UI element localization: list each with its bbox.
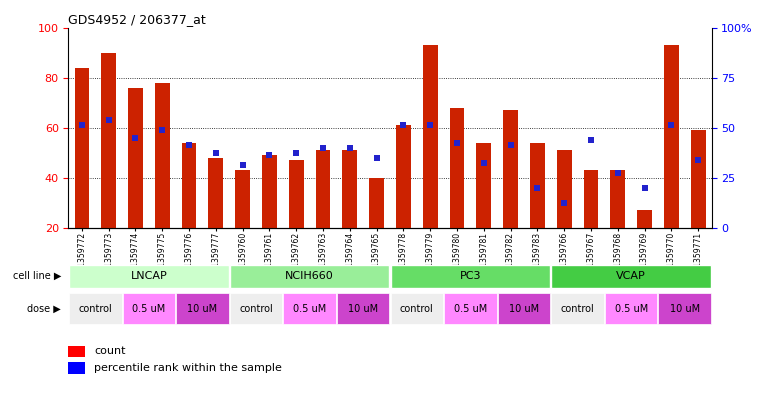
Bar — [69, 292, 122, 325]
Text: NCIH660: NCIH660 — [285, 271, 334, 281]
Bar — [209, 158, 223, 228]
Point — [317, 145, 329, 151]
Bar — [557, 150, 572, 228]
Bar — [584, 170, 598, 228]
Bar — [262, 155, 277, 228]
Point — [612, 170, 624, 176]
Bar — [75, 68, 89, 228]
Bar — [230, 292, 282, 325]
Text: count: count — [94, 346, 126, 356]
Bar — [68, 362, 84, 374]
Bar — [530, 143, 545, 228]
Point — [156, 127, 168, 133]
Bar — [283, 292, 336, 325]
Bar — [155, 83, 170, 228]
Bar — [476, 143, 491, 228]
Point — [478, 160, 490, 166]
Point — [531, 185, 543, 191]
Text: LNCAP: LNCAP — [130, 271, 167, 281]
Point — [424, 122, 436, 129]
Point — [290, 150, 302, 156]
Bar — [342, 150, 357, 228]
Bar — [128, 88, 143, 228]
Point — [103, 117, 115, 123]
Text: VCAP: VCAP — [616, 271, 646, 281]
Bar — [369, 178, 384, 228]
Bar — [605, 292, 658, 325]
Point — [451, 140, 463, 146]
Bar — [182, 143, 196, 228]
Text: 0.5 uM: 0.5 uM — [615, 303, 648, 314]
Point — [585, 137, 597, 143]
Text: cell line ▶: cell line ▶ — [12, 271, 61, 281]
Bar — [691, 130, 705, 228]
Text: 10 uM: 10 uM — [348, 303, 378, 314]
Text: control: control — [561, 303, 594, 314]
Text: 0.5 uM: 0.5 uM — [454, 303, 487, 314]
Text: 10 uM: 10 uM — [670, 303, 700, 314]
Bar — [423, 45, 438, 228]
Point — [183, 142, 195, 149]
Bar — [289, 160, 304, 228]
Bar — [610, 170, 625, 228]
Bar — [337, 292, 390, 325]
Point — [263, 152, 275, 158]
Bar — [637, 210, 652, 228]
Bar — [101, 53, 116, 228]
Bar — [68, 345, 84, 358]
Point — [210, 150, 222, 156]
Text: 0.5 uM: 0.5 uM — [293, 303, 326, 314]
Point — [76, 122, 88, 129]
Point — [505, 142, 517, 149]
Point — [638, 185, 651, 191]
Bar — [503, 110, 518, 228]
Bar — [551, 292, 603, 325]
Bar — [444, 292, 497, 325]
Point — [371, 154, 383, 161]
Bar — [498, 292, 550, 325]
Bar — [390, 292, 443, 325]
Bar — [230, 264, 390, 288]
Bar — [658, 292, 711, 325]
Bar — [235, 170, 250, 228]
Bar — [390, 264, 550, 288]
Text: percentile rank within the sample: percentile rank within the sample — [94, 363, 282, 373]
Text: 10 uM: 10 uM — [187, 303, 218, 314]
Bar — [316, 150, 330, 228]
Bar — [396, 125, 411, 228]
Bar — [69, 264, 229, 288]
Bar — [551, 264, 711, 288]
Text: control: control — [400, 303, 434, 314]
Text: control: control — [239, 303, 273, 314]
Point — [692, 157, 704, 163]
Point — [344, 145, 356, 151]
Text: GDS4952 / 206377_at: GDS4952 / 206377_at — [68, 13, 206, 26]
Text: control: control — [78, 303, 112, 314]
Point — [129, 134, 142, 141]
Point — [665, 122, 677, 129]
Text: dose ▶: dose ▶ — [27, 303, 61, 314]
Point — [237, 162, 249, 169]
Bar — [123, 292, 175, 325]
Point — [397, 122, 409, 129]
Bar — [450, 108, 464, 228]
Text: PC3: PC3 — [460, 271, 481, 281]
Bar — [177, 292, 229, 325]
Text: 0.5 uM: 0.5 uM — [132, 303, 165, 314]
Text: 10 uM: 10 uM — [509, 303, 539, 314]
Point — [558, 200, 570, 206]
Bar — [664, 45, 679, 228]
